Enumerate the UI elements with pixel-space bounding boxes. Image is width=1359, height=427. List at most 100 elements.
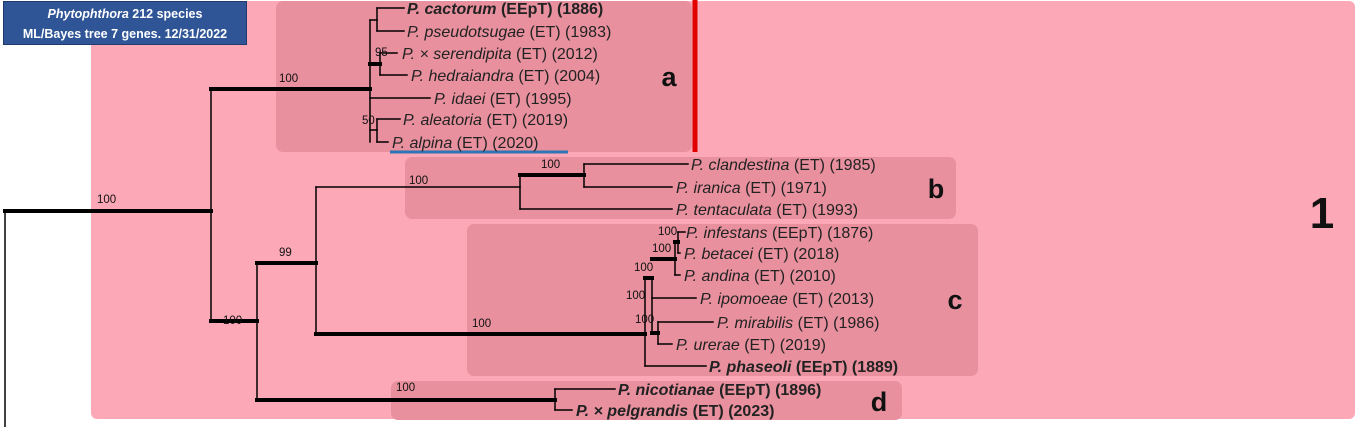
taxon-epithet: urerae [689,337,740,354]
taxon-genus: P. [684,268,697,285]
taxon-label-t9: P. iranica (ET) (1971) [676,180,827,197]
support-value-s_d: 100 [396,382,415,394]
subclade-d-box [391,381,902,420]
taxon-genus: P. [403,112,416,129]
taxon-genus: P. [434,91,447,108]
taxon-epithet: cactorum [420,1,496,18]
taxon-authority: (EEpT) (1876) [768,225,874,242]
support-value-s_c3: 100 [634,262,653,274]
taxon-epithet: ipomoeae [713,291,788,308]
support-value-s_a: 100 [279,73,298,85]
taxon-epithet: mirabilis [730,315,793,332]
info-line-1: Phytophthora 212 species [4,4,246,24]
taxon-genus: P. [402,46,415,63]
taxon-authority: (ET) (2023) [688,403,774,420]
support-value-s_c: 100 [472,318,491,330]
taxon-authority: (ET) (1995) [485,91,571,108]
support-value-s_c1: 100 [658,226,677,238]
taxon-label-t19: P. × pelgrandis (ET) (2023) [576,403,774,420]
taxon-label-t10: P. tentaculata (ET) (1993) [676,202,858,219]
taxon-genus: P. [686,225,699,242]
support-value-s_b2: 100 [541,159,560,171]
subclade-c-box [467,224,978,376]
info-line-2: ML/Bayes tree 7 genes. 12/31/2022 [22,27,228,41]
taxon-genus: P. [618,382,631,399]
taxon-epithet: clandestina [704,157,789,174]
taxon-epithet: × serendipita [415,46,512,63]
taxon-genus: P. [676,180,689,197]
taxon-epithet: andina [697,268,750,285]
subclade-label-d: d [871,387,888,417]
taxon-genus: P. [411,68,424,85]
taxon-authority: (ET) (2013) [788,291,874,308]
support-value-s_c4: 100 [626,290,645,302]
taxon-epithet: aleatoria [416,112,482,129]
support-value-s_bcd: 100 [223,315,242,327]
taxon-label-t13: P. andina (ET) (2010) [684,268,836,285]
species-count: 212 species [132,7,203,21]
taxon-epithet: betacei [697,246,753,263]
taxon-label-t5: P. idaei (ET) (1995) [434,91,572,108]
taxon-genus: P. [392,135,405,152]
support-value-s_bc: 99 [279,247,292,259]
taxon-authority: (EEpT) (1889) [791,359,898,376]
taxon-label-t17: P. phaseoli (EEpT) (1889) [709,359,898,376]
taxon-epithet: infestans [699,225,767,242]
taxon-authority: (ET) (1971) [741,180,827,197]
taxon-authority: (ET) (2019) [482,112,568,129]
taxon-authority: (EEpT) (1896) [715,382,822,399]
taxon-genus: P. [576,403,589,420]
taxon-label-t14: P. ipomoeae (ET) (2013) [700,291,874,308]
taxon-authority: (ET) (1985) [789,157,875,174]
taxon-authority: (ET) (1983) [525,24,611,41]
clade-number-label: 1 [1310,189,1334,238]
taxon-authority: (EEpT) (1886) [497,1,604,18]
subclade-label-c: c [947,285,962,315]
taxon-genus: P. [407,1,420,18]
subclade-label-b: b [928,174,945,204]
taxon-epithet: alpina [405,135,452,152]
taxon-authority: (ET) (2018) [753,246,839,263]
taxon-genus: P. [709,359,722,376]
taxon-genus: P. [407,24,420,41]
taxon-label-t4: P. hedraiandra (ET) (2004) [411,68,600,85]
taxon-label-t16: P. urerae (ET) (2019) [676,337,826,354]
support-value-s_c2: 100 [652,243,671,255]
taxon-authority: (ET) (2020) [452,135,538,152]
taxon-genus: P. [676,202,689,219]
subclade-a-box [276,1,692,152]
taxon-epithet: pseudotsugae [420,24,525,41]
taxon-authority: (ET) (2004) [514,68,600,85]
taxon-genus: P. [676,337,689,354]
taxon-genus: P. [691,157,704,174]
taxon-epithet: tentaculata [689,202,772,219]
info-header-box: Phytophthora 212 species ML/Bayes tree 7… [3,1,247,45]
support-value-s_a95: 95 [375,47,388,59]
taxon-label-t1: P. cactorum (EEpT) (1886) [407,1,603,18]
subclade-b-box [405,157,956,219]
taxon-label-t6: P. aleatoria (ET) (2019) [403,112,568,129]
taxon-epithet: nicotianae [631,382,715,399]
taxon-label-t18: P. nicotianae (EEpT) (1896) [618,382,821,399]
taxon-epithet: idaei [447,91,486,108]
taxon-genus: P. [684,246,697,263]
support-value-s_c5: 100 [635,314,654,326]
taxon-label-t2: P. pseudotsugae (ET) (1983) [407,24,611,41]
support-value-s_b: 100 [409,175,428,187]
taxon-epithet: × pelgrandis [589,403,688,420]
taxon-epithet: phaseoli [722,359,792,376]
taxon-label-t3: P. × serendipita (ET) (2012) [402,46,598,63]
taxon-genus: P. [700,291,713,308]
taxon-label-t11: P. infestans (EEpT) (1876) [686,225,873,242]
subclade-label-a: a [661,62,677,92]
taxon-label-t15: P. mirabilis (ET) (1986) [717,315,879,332]
taxon-label-t12: P. betacei (ET) (2018) [684,246,839,263]
genus-name: Phytophthora [47,7,129,21]
support-value-s_root: 100 [97,194,116,206]
taxon-genus: P. [717,315,730,332]
taxon-authority: (ET) (2019) [740,337,826,354]
taxon-label-t7: P. alpina (ET) (2020) [392,135,538,152]
taxon-authority: (ET) (1993) [772,202,858,219]
